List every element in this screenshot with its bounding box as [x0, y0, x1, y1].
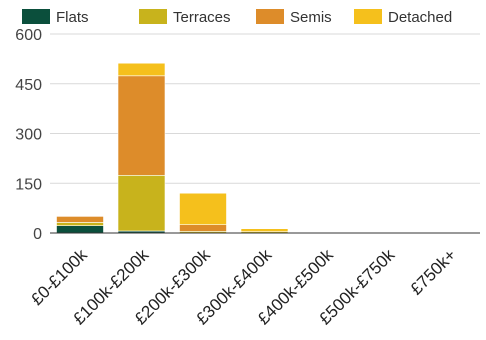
y-tick-label-450: 450	[15, 77, 42, 94]
x-tick-label-6: £750k+	[407, 245, 460, 298]
y-tick-label-150: 150	[15, 176, 42, 193]
legend-label-detached: Detached	[388, 9, 452, 26]
legend-swatch-detached	[354, 9, 382, 24]
bar-detached-1	[117, 62, 166, 77]
legend: Flats Terraces Semis Detached	[22, 9, 452, 26]
bar-terraces-1	[117, 175, 166, 232]
legend-label-semis: Semis	[290, 9, 332, 26]
legend-label-terraces: Terraces	[173, 9, 231, 26]
gridlines	[50, 33, 480, 184]
bar-terraces-0	[56, 222, 104, 226]
x-axis-labels: £0-£100k£100k-£200k£200k-£300k£300k-£400…	[27, 245, 460, 328]
legend-swatch-semis	[256, 9, 284, 24]
y-axis-ticks: 0 150 300 450 600	[15, 27, 42, 243]
bar-semis-2	[179, 224, 227, 232]
bar-detached-2	[179, 192, 227, 225]
x-tick-label-0: £0-£100k	[27, 245, 91, 309]
legend-label-flats: Flats	[56, 9, 89, 26]
bar-detached-3	[240, 228, 289, 232]
y-tick-label-300: 300	[15, 127, 42, 144]
legend-swatch-terraces	[139, 9, 167, 24]
legend-swatch-flats	[22, 9, 50, 24]
y-tick-label-0: 0	[33, 226, 42, 243]
bar-semis-0	[56, 216, 104, 223]
bar-semis-1	[117, 75, 166, 176]
y-tick-label-600: 600	[15, 27, 42, 44]
bar-flats-0	[56, 225, 104, 234]
bars	[56, 62, 289, 234]
